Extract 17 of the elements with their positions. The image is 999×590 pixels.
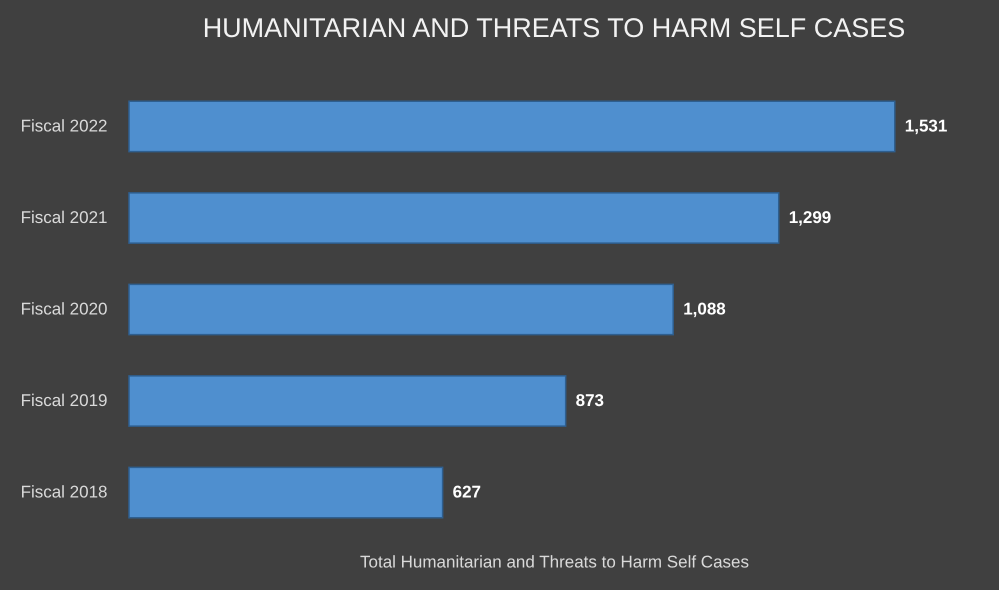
bar	[128, 466, 444, 518]
data-label: 1,531	[904, 116, 948, 136]
bar	[128, 192, 780, 244]
y-tick-label: Fiscal 2021	[20, 208, 108, 227]
y-tick-label: Fiscal 2018	[20, 482, 108, 502]
y-tick-label: Fiscal 2022	[20, 116, 108, 136]
bar	[128, 284, 674, 336]
data-label: 1,299	[788, 208, 832, 227]
bar	[128, 100, 896, 152]
y-tick-label: Fiscal 2019	[20, 391, 108, 410]
chart-title: HUMANITARIAN AND THREATS TO HARM SELF CASES	[202, 13, 906, 43]
y-tick-label: Fiscal 2020	[20, 300, 108, 318]
bar	[128, 375, 566, 427]
data-label: 873	[576, 391, 604, 410]
data-label: 627	[452, 482, 481, 502]
x-axis-title: Total Humanitarian and Threats to Harm Self Cases	[360, 552, 749, 572]
data-label: 1,088	[683, 300, 726, 318]
